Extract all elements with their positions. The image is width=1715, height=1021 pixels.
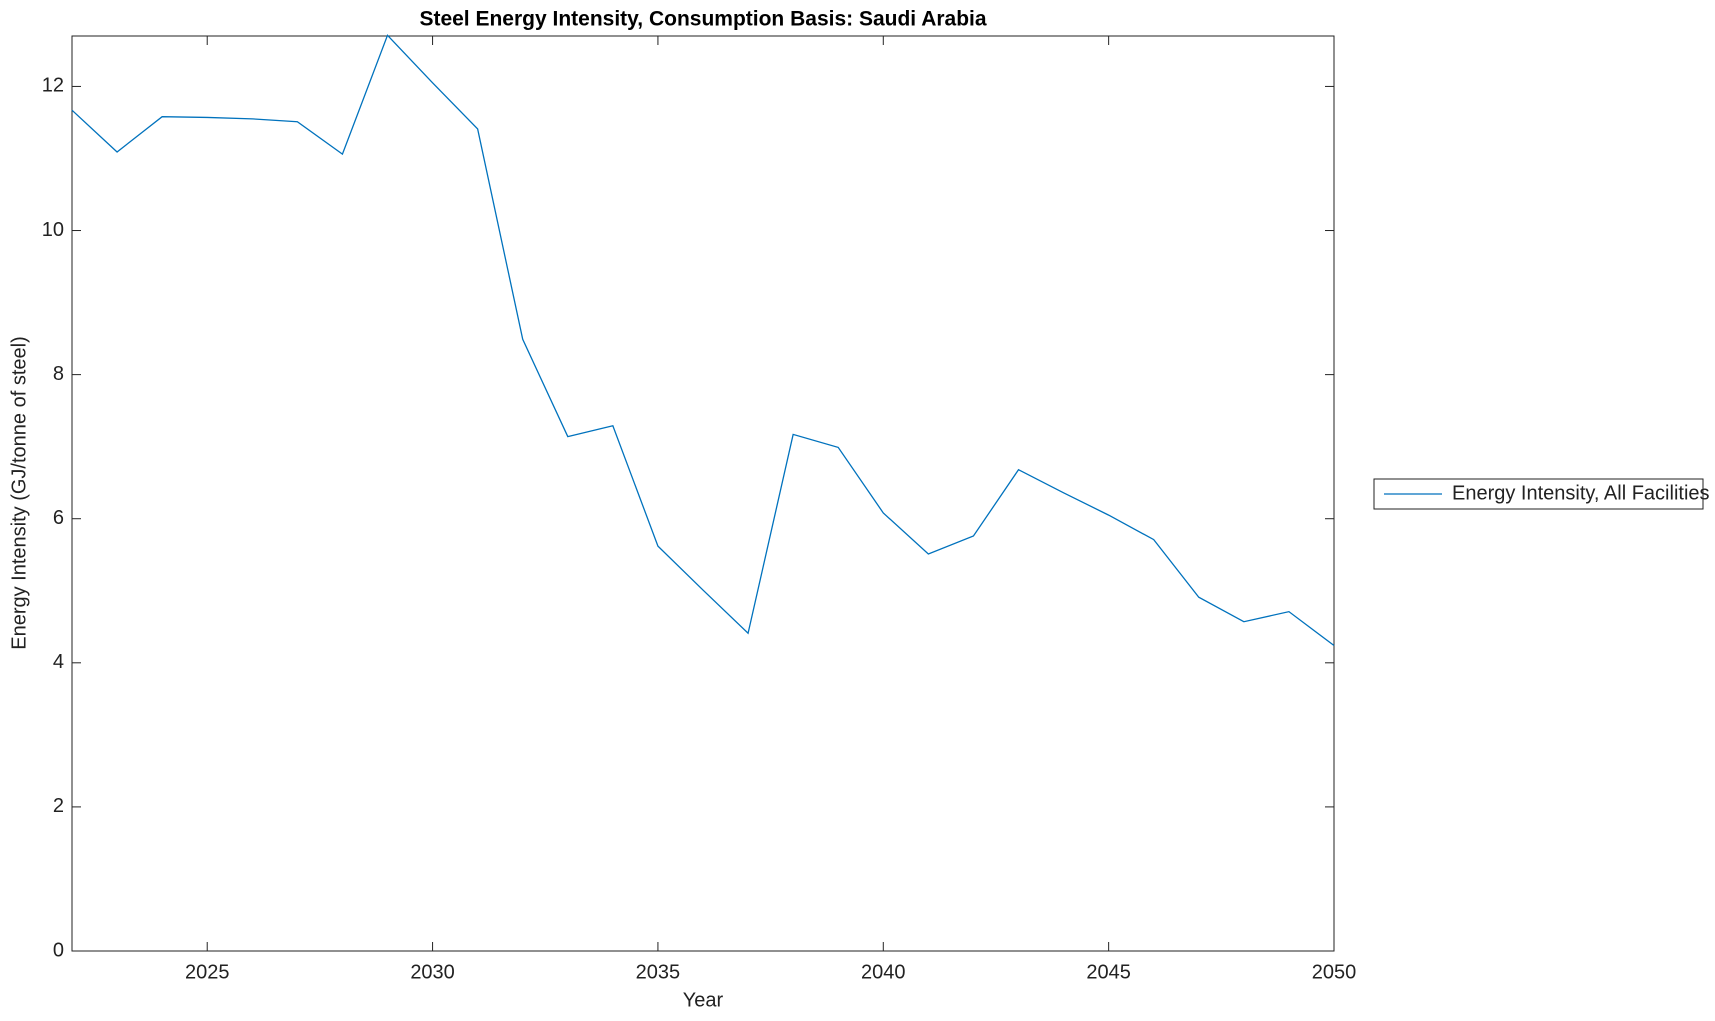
x-tick-label: 2030 bbox=[410, 961, 455, 983]
y-tick-label: 2 bbox=[53, 795, 64, 817]
y-tick-label: 12 bbox=[42, 75, 64, 97]
chart-title: Steel Energy Intensity, Consumption Basi… bbox=[419, 8, 986, 31]
legend-label: Energy Intensity, All Facilities bbox=[1452, 482, 1710, 504]
x-tick-label: 2025 bbox=[185, 961, 230, 983]
plot-frame bbox=[71, 35, 1335, 952]
x-tick-label: 2035 bbox=[636, 961, 681, 983]
y-axis-label: Energy Intensity (GJ/tonne of steel) bbox=[8, 336, 30, 650]
x-tick-label: 2045 bbox=[1086, 961, 1131, 983]
y-tick-label: 8 bbox=[53, 363, 64, 385]
y-tick-label: 6 bbox=[53, 507, 64, 529]
y-tick-label: 4 bbox=[53, 651, 64, 673]
x-axis-label: Year bbox=[683, 989, 724, 1011]
data-line bbox=[71, 34, 1335, 647]
y-tick-label: 10 bbox=[42, 219, 64, 241]
y-tick-label: 0 bbox=[53, 939, 64, 961]
x-tick-label: 2050 bbox=[1312, 961, 1357, 983]
x-tick-label: 2040 bbox=[861, 961, 906, 983]
